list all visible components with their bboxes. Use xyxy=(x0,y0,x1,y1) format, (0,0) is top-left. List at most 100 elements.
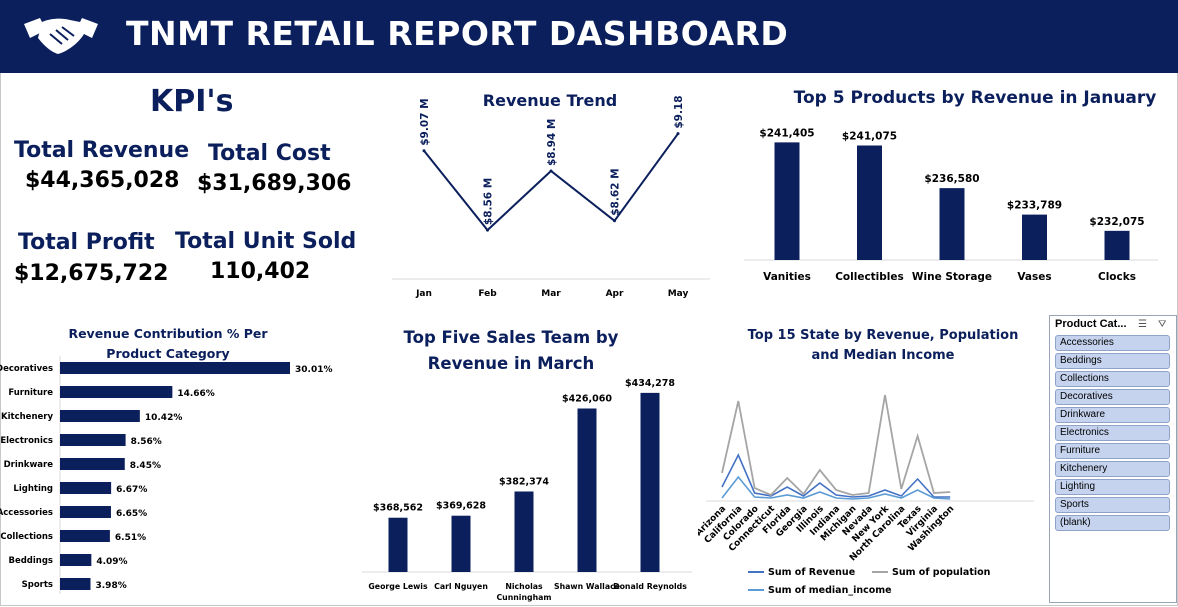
slicer-item-kitchenery[interactable]: Kitchenery xyxy=(1055,461,1170,477)
trend-data-label: $8.94 M xyxy=(546,119,558,166)
contribution-data-label: 8.45% xyxy=(130,461,161,471)
slicer-title: Product Cat... xyxy=(1055,318,1127,330)
contribution-bar xyxy=(60,362,290,374)
product-data-label: $232,075 xyxy=(1089,216,1144,228)
trend-data-label: $8.62 M xyxy=(610,168,622,215)
multi-select-icon[interactable]: ☰ xyxy=(1138,319,1147,330)
sales-team-bar xyxy=(388,517,408,572)
sales-team-tick-label: Donald Reynolds xyxy=(613,582,687,591)
contribution-data-label: 14.66% xyxy=(177,389,215,399)
contribution-data-label: 8.56% xyxy=(131,437,162,447)
top-products-title: Top 5 Products by Revenue in January xyxy=(793,88,1157,108)
total-revenue-value: $44,365,028 xyxy=(25,168,180,193)
revenue-contribution-title: Revenue Contribution % Per Product Categ… xyxy=(68,326,268,361)
slicer-item-decoratives[interactable]: Decoratives xyxy=(1055,389,1170,405)
trend-point xyxy=(613,219,616,223)
contribution-bar xyxy=(60,434,126,446)
sales-team-data-label: $382,374 xyxy=(499,476,549,487)
trend-tick-label: Feb xyxy=(478,289,497,299)
contribution-bar xyxy=(60,578,91,590)
contribution-tick-label: Sports xyxy=(22,580,53,590)
contribution-data-label: 6.67% xyxy=(116,485,147,495)
contribution-tick-label: Lighting xyxy=(13,484,53,494)
legend-label: Sum of Revenue xyxy=(768,567,855,578)
slicer-item-furniture[interactable]: Furniture xyxy=(1055,443,1170,459)
total-profit-value: $12,675,722 xyxy=(14,261,169,286)
sales-team-data-label: $434,278 xyxy=(625,378,675,389)
contribution-bar xyxy=(60,506,111,518)
contribution-tick-label: Kitchenery xyxy=(1,412,53,422)
revenue-trend-chart: $9.07 M Jan $8.56 M Feb $8.94 M Mar $8.62 M Apr… xyxy=(392,95,710,299)
sales-team-data-label: $426,060 xyxy=(562,393,612,404)
contribution-tick-label: Collections xyxy=(0,532,53,542)
product-data-label: $233,789 xyxy=(1007,200,1062,212)
contribution-tick-label: Electronics xyxy=(0,436,53,446)
slicer-item-lighting[interactable]: Lighting xyxy=(1055,479,1170,495)
trend-tick-label: Jan xyxy=(415,289,432,299)
sales-team-data-label: $368,562 xyxy=(373,503,423,514)
trend-data-label: $8.56 M xyxy=(483,178,495,225)
total-profit-label: Total Profit xyxy=(18,230,155,255)
sales-team-bar xyxy=(514,491,534,572)
product-data-label: $241,405 xyxy=(759,127,814,139)
sales-team-tick-label: Carl Nguyen xyxy=(434,582,488,591)
sales-team-tick-label: Shawn Wallace xyxy=(554,582,620,591)
trend-data-label: $9.18 M xyxy=(673,95,685,129)
state-series-line xyxy=(721,453,951,498)
sales-team-bar xyxy=(640,392,660,572)
slicer-item-sports[interactable]: Sports xyxy=(1055,497,1170,513)
legend-label: Sum of population xyxy=(892,567,991,578)
sales-team-data-label: $369,628 xyxy=(436,501,486,512)
product-bar xyxy=(939,188,965,260)
contribution-bar xyxy=(60,530,110,542)
contribution-data-label: 6.51% xyxy=(115,533,146,543)
product-tick-label: Collectibles xyxy=(835,271,904,283)
contribution-bar xyxy=(60,410,140,422)
sales-team-bar xyxy=(577,408,597,572)
contribution-tick-label: Furniture xyxy=(8,388,53,398)
trend-tick-label: May xyxy=(668,289,689,299)
slicer-item-beddings[interactable]: Beddings xyxy=(1055,353,1170,369)
product-tick-label: Vanities xyxy=(763,271,811,283)
handshake-icon xyxy=(24,18,98,54)
contribution-tick-label: Beddings xyxy=(8,556,53,566)
contribution-data-label: 4.09% xyxy=(96,557,127,567)
product-bar xyxy=(857,145,882,260)
dashboard-title: TNMT RETAIL REPORT DASHBOARD xyxy=(126,14,789,53)
total-cost-label: Total Cost xyxy=(208,141,331,166)
revenue-contribution-chart: Decoratives 30.01% Furniture 14.66% Kitchene… xyxy=(0,356,333,594)
product-category-slicer[interactable]: Product Cat... ☰ ⛛ Accessories Beddings Co… xyxy=(1049,315,1177,603)
product-data-label: $241,075 xyxy=(842,131,897,143)
sales-team-tick-label: Nicholas xyxy=(505,582,543,591)
contribution-data-label: 3.98% xyxy=(96,581,127,591)
state-series-line xyxy=(721,475,951,500)
revenue-trend-title: Revenue Trend xyxy=(482,91,618,110)
slicer-item-blank[interactable]: (blank) xyxy=(1055,515,1170,531)
total-cost-value: $31,689,306 xyxy=(197,171,352,196)
contribution-bar xyxy=(60,386,173,398)
contribution-bar xyxy=(60,554,92,566)
contribution-tick-label: Decoratives xyxy=(0,364,53,374)
clear-filter-icon[interactable]: ⛛ xyxy=(1158,319,1167,330)
slicer-item-accessories[interactable]: Accessories xyxy=(1055,335,1170,351)
product-tick-label: Wine Storage xyxy=(912,271,992,283)
sales-team-bar xyxy=(451,515,471,572)
trend-point xyxy=(422,149,426,153)
contribution-data-label: 30.01% xyxy=(295,365,333,375)
contribution-bar xyxy=(60,458,125,470)
top-states-chart: ArizonaCaliforniaColoradoConnecticutFlor… xyxy=(698,394,1034,596)
contribution-data-label: 10.42% xyxy=(145,413,183,423)
sales-team-chart: $368,562 George Lewis $369,628 Carl Nguyen $… xyxy=(362,378,692,602)
dashboard-header: TNMT RETAIL REPORT DASHBOARD xyxy=(0,0,1178,73)
sales-team-tick-label: Cunningham xyxy=(496,593,551,602)
top-products-chart: $241,405 Vanities $241,075 Collectibles $236… xyxy=(744,127,1158,283)
slicer-item-electronics[interactable]: Electronics xyxy=(1055,425,1170,441)
slicer-item-drinkware[interactable]: Drinkware xyxy=(1055,407,1170,423)
slicer-item-collections[interactable]: Collections xyxy=(1055,371,1170,387)
legend-label: Sum of median_income xyxy=(768,585,892,596)
trend-data-label: $9.07 M xyxy=(419,98,431,145)
total-units-value: 110,402 xyxy=(210,259,311,284)
state-series-line xyxy=(721,394,951,497)
contribution-bar xyxy=(60,482,112,494)
sales-team-tick-label: George Lewis xyxy=(368,582,428,591)
